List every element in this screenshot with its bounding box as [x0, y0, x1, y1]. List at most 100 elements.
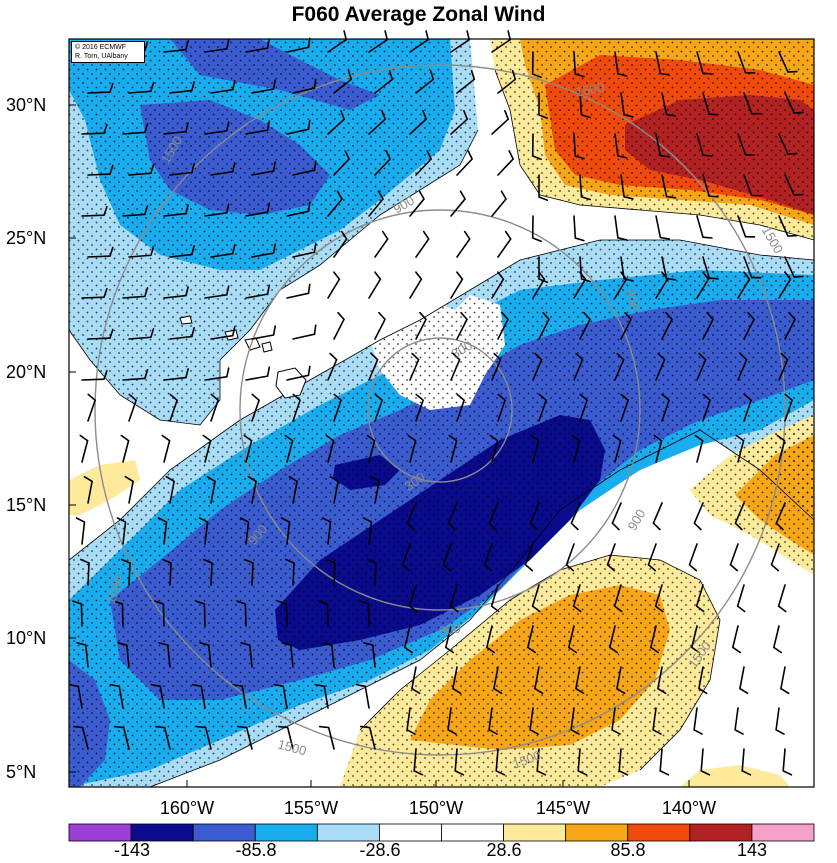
- wind-barb: [647, 543, 657, 572]
- range-rings: [94, 64, 786, 756]
- wind-barb: [87, 82, 114, 94]
- wind-barb: [456, 70, 476, 94]
- stipple-se: [340, 555, 720, 787]
- lon-label-160w: 160°W: [159, 798, 215, 818]
- wind-barb: [204, 121, 230, 135]
- wind-barb: [491, 352, 502, 381]
- wind-barb: [743, 174, 762, 197]
- wind-barb: [696, 51, 713, 75]
- wind-barb: [325, 558, 336, 586]
- wind-barb: [81, 369, 108, 381]
- wind-barb: [210, 393, 220, 422]
- wind-barb: [531, 51, 542, 79]
- wind-barb: [661, 393, 671, 422]
- wind-barb: [614, 215, 628, 241]
- wind-barb: [620, 92, 634, 118]
- wind-barb: [655, 215, 671, 240]
- wind-barb: [286, 365, 311, 381]
- wind-barb: [374, 230, 389, 258]
- stipple-east: [690, 415, 814, 575]
- wind-barb: [122, 369, 149, 381]
- wind-barb: [83, 475, 93, 504]
- wind-barb: [236, 600, 247, 627]
- wind-barbs: [68, 30, 804, 776]
- wind-barb: [693, 707, 703, 735]
- wind-barb: [366, 558, 377, 586]
- wind-barb: [659, 748, 670, 776]
- wind-barb: [109, 683, 124, 709]
- wind-barb: [784, 393, 794, 422]
- wind-barb: [447, 707, 457, 735]
- colorbar-swatch: [130, 823, 194, 842]
- wind-barb: [618, 748, 629, 776]
- wind-barb: [163, 368, 189, 381]
- wind-barb: [497, 70, 517, 94]
- contour-lines: [69, 69, 814, 787]
- wind-barb: [702, 174, 719, 198]
- contour-yellow-west: [69, 460, 140, 515]
- wind-barb: [319, 725, 335, 750]
- colorbar-swatch: [68, 823, 132, 842]
- wind-barb: [702, 311, 714, 340]
- colorbar-swatch: [316, 823, 380, 842]
- wind-barb: [784, 174, 804, 196]
- lon-label-150w: 150°W: [408, 798, 464, 818]
- wind-barb: [284, 434, 294, 463]
- wind-barb: [325, 434, 335, 463]
- wind-barb: [743, 256, 762, 279]
- wind-barb: [278, 725, 294, 750]
- wind-barb: [288, 475, 298, 504]
- wind-barb: [403, 625, 413, 654]
- wind-barb: [245, 366, 271, 381]
- wind-barb: [449, 584, 459, 613]
- wind-barb: [448, 434, 458, 463]
- wind-barb: [73, 725, 89, 750]
- wind-barb: [292, 242, 317, 258]
- wind-barb: [696, 215, 713, 239]
- wind-barb: [163, 40, 189, 53]
- colorbar-swatch: [503, 823, 567, 842]
- wind-barb: [154, 600, 165, 627]
- wind-barb: [251, 79, 276, 94]
- map-title: F060 Average Zonal Wind: [291, 3, 546, 26]
- wind-barb: [163, 122, 189, 135]
- wind-barb: [450, 110, 469, 135]
- wind-barb: [653, 434, 663, 463]
- wind-barb: [210, 162, 236, 176]
- wind-barb: [693, 502, 704, 531]
- wind-barb: [485, 625, 495, 654]
- wind-barb: [292, 160, 317, 176]
- wind-barb: [415, 230, 430, 258]
- wind-barb: [611, 502, 622, 531]
- wind-barb: [415, 311, 427, 340]
- wind-barb: [368, 352, 379, 381]
- wind-barb: [538, 256, 549, 283]
- wind-barb: [620, 174, 634, 200]
- wind-barb: [368, 190, 384, 217]
- wind-barb: [169, 81, 195, 94]
- lon-label-155w: 155°W: [283, 798, 339, 818]
- wind-barb: [150, 683, 165, 709]
- wind-barb: [497, 311, 509, 340]
- wind-barb: [620, 393, 630, 422]
- colorbar-swatch: [441, 823, 504, 842]
- wind-barb: [529, 707, 539, 735]
- wind-barb: [321, 517, 332, 545]
- wind-barb: [366, 434, 376, 463]
- wind-barb: [775, 502, 786, 531]
- wind-barb: [608, 625, 618, 654]
- wind-barb: [454, 748, 465, 776]
- wind-barb: [128, 393, 138, 422]
- wind-barb: [655, 51, 671, 76]
- colorbar-label-85: 85.8: [610, 840, 646, 860]
- ring-label: 900: [622, 287, 642, 312]
- wind-barb: [456, 393, 466, 422]
- wind-barb: [743, 92, 762, 115]
- wind-barb: [734, 502, 745, 531]
- wind-barb: [128, 245, 155, 258]
- wind-barb: [524, 543, 534, 572]
- wind-barb: [117, 642, 130, 668]
- wind-barb: [204, 285, 230, 299]
- wind-barb: [368, 271, 382, 299]
- wind-barb: [232, 683, 247, 709]
